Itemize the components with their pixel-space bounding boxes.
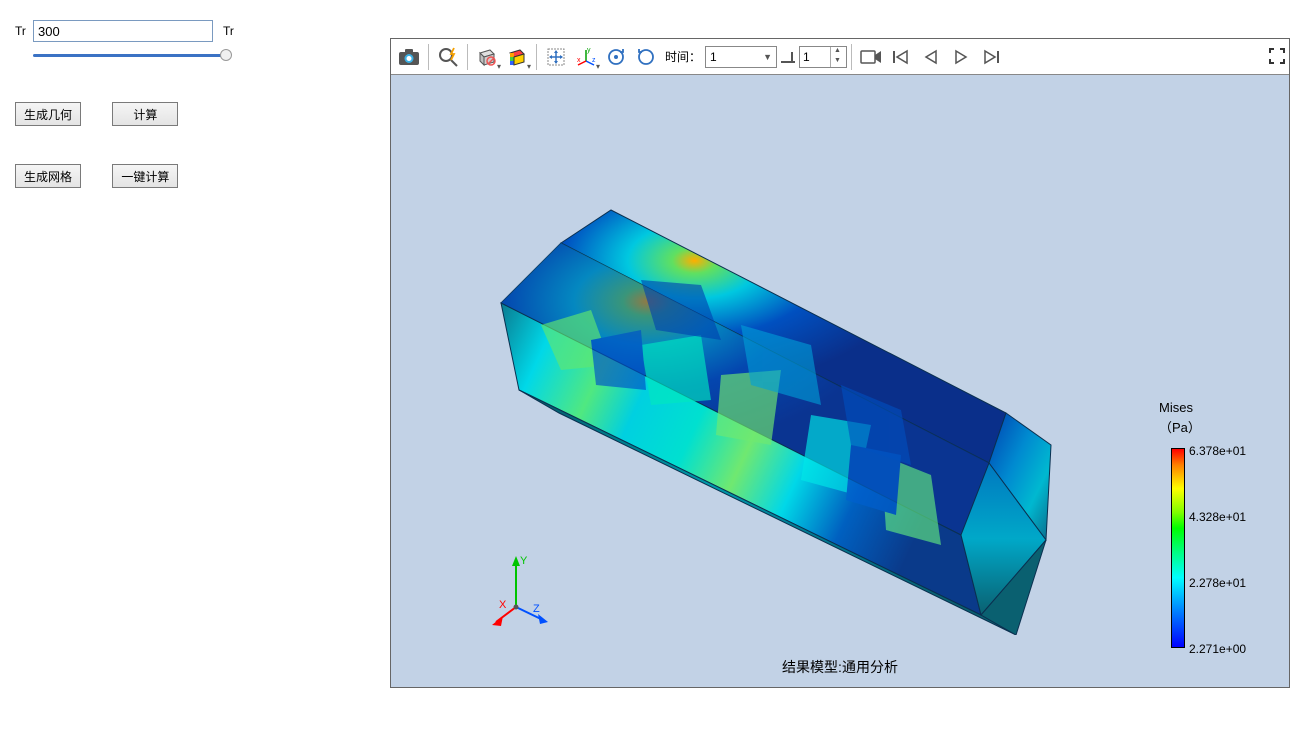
svg-text:Y: Y [520, 555, 528, 567]
time-label: 时间： [665, 48, 701, 65]
param-row: Tr Tr [15, 20, 275, 42]
orbit-ccw-icon[interactable] [631, 42, 661, 72]
toolbar-separator [428, 44, 429, 70]
legend-tick: 6.378e+01 [1189, 444, 1269, 458]
time-combo-value: 1 [710, 50, 717, 64]
legend-tick: 2.271e+00 [1189, 642, 1269, 656]
zoom-lightning-icon[interactable] [433, 42, 463, 72]
legend-tick: 4.328e+01 [1189, 510, 1269, 524]
legend-title: Mises [1159, 400, 1269, 415]
right-panel: yz x 时间： 1 ▼ ▲ ▼ [290, 0, 1302, 730]
param-label-right: Tr [223, 24, 241, 38]
svg-text:z: z [592, 57, 596, 64]
spin-up-icon[interactable]: ▲ [831, 47, 844, 57]
first-frame-icon[interactable] [886, 42, 916, 72]
button-row-2: 生成网格 一键计算 [15, 164, 275, 188]
oneclick-calculate-button[interactable]: 一键计算 [112, 164, 178, 188]
slider-thumb[interactable] [220, 49, 232, 61]
spin-arrows: ▲ ▼ [830, 47, 844, 67]
last-frame-icon[interactable] [976, 42, 1006, 72]
param-label-left: Tr [15, 24, 33, 38]
generate-geometry-button[interactable]: 生成几何 [15, 102, 81, 126]
axis-triad-icon[interactable]: yz x [571, 42, 601, 72]
orbit-cw-icon[interactable] [601, 42, 631, 72]
colormap-icon[interactable] [502, 42, 532, 72]
svg-text:y: y [587, 47, 591, 54]
play-icon[interactable] [946, 42, 976, 72]
prev-frame-icon[interactable] [916, 42, 946, 72]
toolbar-separator [467, 44, 468, 70]
viewport: yz x 时间： 1 ▼ ▲ ▼ [390, 38, 1290, 688]
time-spin[interactable]: ▲ ▼ [799, 46, 847, 68]
viewport-toolbar: yz x 时间： 1 ▼ ▲ ▼ [391, 39, 1289, 75]
toolbar-separator [536, 44, 537, 70]
slider-track [33, 54, 230, 57]
svg-text:Z: Z [533, 603, 540, 615]
legend-tick: 2.278e+01 [1189, 576, 1269, 590]
param-input[interactable] [33, 20, 213, 42]
coordinate-triad: Y Z X [491, 552, 551, 632]
time-combo[interactable]: 1 ▼ [705, 46, 777, 68]
visualization-area[interactable]: Y Z X Mises （Pa） 6.378e+014.328e+012.278… [391, 75, 1289, 687]
record-icon[interactable] [856, 42, 886, 72]
generate-mesh-button[interactable]: 生成网格 [15, 164, 81, 188]
clip-plane-icon[interactable] [472, 42, 502, 72]
snapshot-icon[interactable] [394, 42, 424, 72]
pan-icon[interactable] [541, 42, 571, 72]
fullscreen-icon[interactable] [1267, 42, 1287, 70]
toolbar-separator [851, 44, 852, 70]
legend-bar [1171, 448, 1185, 648]
last-step-icon[interactable] [777, 42, 799, 72]
svg-text:X: X [499, 599, 507, 611]
spin-down-icon[interactable]: ▼ [831, 57, 844, 67]
chevron-down-icon: ▼ [763, 52, 772, 62]
calculate-button[interactable]: 计算 [112, 102, 178, 126]
svg-text:x: x [577, 57, 581, 64]
color-legend: Mises （Pa） 6.378e+014.328e+012.278e+012.… [1159, 400, 1269, 438]
result-label: 结果模型:通用分析 [782, 657, 898, 677]
time-spin-input[interactable] [800, 47, 830, 67]
param-slider[interactable] [33, 46, 230, 64]
button-row-1: 生成几何 计算 [15, 102, 275, 126]
left-panel: Tr Tr 生成几何 计算 生成网格 一键计算 [0, 0, 290, 730]
legend-unit: （Pa） [1159, 417, 1269, 436]
